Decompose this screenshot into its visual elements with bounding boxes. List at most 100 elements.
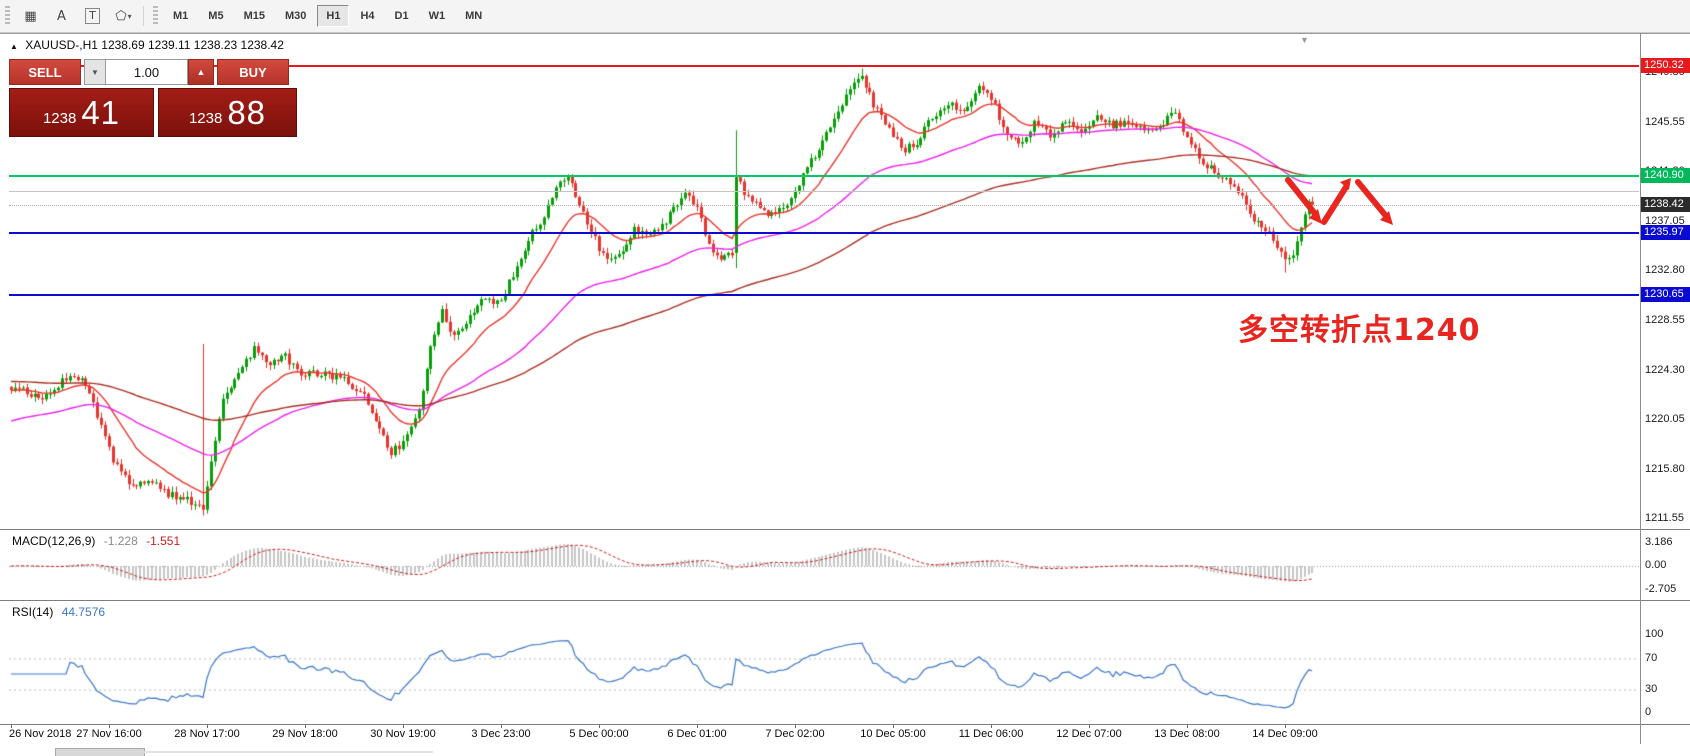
time-axis-label: 3 Dec 23:00 bbox=[471, 728, 531, 740]
macd-axis-label: -2.705 bbox=[1645, 583, 1677, 595]
price-axis-border bbox=[1640, 33, 1641, 744]
time-axis-tick bbox=[893, 724, 894, 728]
timeframe-button-h1[interactable]: H1 bbox=[317, 5, 350, 27]
price-flag-1240.90: 1240.90 bbox=[1641, 168, 1690, 183]
symbol-collapse-icon[interactable]: ▲ bbox=[10, 42, 18, 51]
price-axis-label: 1220.05 bbox=[1645, 413, 1685, 426]
time-axis-label: 27 Nov 16:00 bbox=[76, 728, 142, 740]
trade-prices-row: 1238 41 1238 88 bbox=[9, 88, 297, 137]
sell-price-box[interactable]: 1238 41 bbox=[9, 88, 154, 137]
price-hline-1239.6 bbox=[9, 191, 1639, 192]
price-flag-1230.65: 1230.65 bbox=[1641, 287, 1690, 302]
time-axis-label: 29 Nov 18:00 bbox=[272, 728, 338, 740]
time-axis-tick bbox=[207, 724, 208, 728]
macd-label: MACD(12,26,9) bbox=[12, 534, 96, 548]
label-tool-button[interactable]: T bbox=[79, 5, 106, 27]
toolbar-grip[interactable] bbox=[5, 6, 10, 26]
timeframe-button-h4[interactable]: H4 bbox=[351, 5, 383, 27]
horizontal-scrollbar-thumb[interactable] bbox=[55, 748, 145, 756]
volume-input[interactable]: 1.00 bbox=[106, 59, 188, 85]
price-flag-1250.32: 1250.32 bbox=[1641, 58, 1690, 73]
macd-panel-separator[interactable] bbox=[0, 529, 1690, 530]
price-hline-1238.42[interactable] bbox=[9, 205, 1639, 206]
timeframe-button-w1[interactable]: W1 bbox=[420, 5, 455, 27]
time-axis-label: 11 Dec 06:00 bbox=[958, 728, 1024, 740]
timeframe-button-m5[interactable]: M5 bbox=[199, 5, 232, 27]
macd-signal-value: -1.551 bbox=[146, 534, 181, 548]
time-axis-tick bbox=[109, 724, 110, 728]
price-flag-1235.97: 1235.97 bbox=[1641, 225, 1690, 240]
toolbar-grip[interactable] bbox=[153, 6, 158, 26]
macd-header: MACD(12,26,9) -1.228 -1.551 bbox=[12, 534, 180, 548]
price-axis-label: 1228.55 bbox=[1645, 314, 1685, 326]
time-axis-tick bbox=[1187, 724, 1188, 728]
ohlc-text: XAUUSD-,H1 1238.69 1239.11 1238.23 1238.… bbox=[25, 38, 284, 52]
shapes-tool-button[interactable]: ⬠ ▾ bbox=[110, 5, 137, 27]
rsi-value: 44.7576 bbox=[61, 605, 106, 619]
sell-button[interactable]: SELL bbox=[9, 59, 81, 85]
timeframe-button-m1[interactable]: M1 bbox=[164, 5, 197, 27]
time-axis-label: 14 Dec 09:00 bbox=[1252, 728, 1318, 740]
time-axis-tick bbox=[991, 724, 992, 728]
sell-price-pips: 41 bbox=[81, 93, 121, 131]
label-tool-icon: T bbox=[85, 8, 100, 24]
buy-price-box[interactable]: 1238 88 bbox=[158, 88, 297, 137]
price-axis-label: 1237.05 bbox=[1645, 214, 1685, 227]
chevron-down-icon: ▼ bbox=[91, 67, 99, 77]
time-axis-label: 12 Dec 07:00 bbox=[1056, 728, 1122, 740]
chart-shift-marker-icon[interactable]: ▼ bbox=[1300, 35, 1309, 45]
timeframe-button-mn[interactable]: MN bbox=[456, 5, 491, 27]
chevron-down-icon: ▾ bbox=[127, 11, 132, 21]
time-axis-tick bbox=[501, 724, 502, 728]
chart-top-border bbox=[0, 33, 1690, 34]
macd-main-value: -1.228 bbox=[103, 534, 138, 548]
shapes-icon: ⬠ bbox=[115, 8, 127, 24]
rsi-panel-separator[interactable] bbox=[0, 600, 1690, 601]
time-axis-label: 6 Dec 01:00 bbox=[667, 728, 727, 740]
timeframe-button-m30[interactable]: M30 bbox=[276, 5, 315, 27]
grid-tool-button[interactable]: ▦ bbox=[17, 5, 44, 27]
grid-icon: ▦ bbox=[24, 8, 37, 24]
time-axis-tick bbox=[697, 724, 698, 728]
volume-up-button[interactable]: ▲ bbox=[188, 59, 214, 85]
trade-controls-row: SELL ▼ 1.00 ▲ BUY bbox=[9, 59, 297, 85]
timeframe-button-m15[interactable]: M15 bbox=[235, 5, 274, 27]
volume-down-button[interactable]: ▼ bbox=[84, 59, 106, 85]
time-axis-label: 5 Dec 00:00 bbox=[569, 728, 629, 740]
rsi-axis-label: 30 bbox=[1645, 683, 1658, 695]
chevron-up-icon: ▲ bbox=[196, 67, 206, 77]
trend-arrows-annotation bbox=[1285, 177, 1393, 225]
price-hline-1250.32[interactable] bbox=[9, 65, 1639, 67]
text-tool-icon: A bbox=[57, 8, 66, 24]
rsi-header: RSI(14) 44.7576 bbox=[12, 605, 105, 619]
macd-axis-label: 0.00 bbox=[1645, 559, 1667, 571]
macd-indicator-canvas[interactable] bbox=[9, 530, 1639, 600]
text-tool-button[interactable]: A bbox=[48, 5, 75, 27]
timeframe-button-d1[interactable]: D1 bbox=[386, 5, 418, 27]
price-axis-label: 1245.55 bbox=[1645, 115, 1685, 128]
time-axis-tick bbox=[795, 724, 796, 728]
time-axis-tick bbox=[305, 724, 306, 728]
time-axis-tick bbox=[1089, 724, 1090, 728]
time-axis-label: 10 Dec 05:00 bbox=[860, 728, 926, 740]
time-axis-tick bbox=[599, 724, 600, 728]
price-hline-1235.97[interactable] bbox=[9, 232, 1639, 234]
rsi-label: RSI(14) bbox=[12, 605, 54, 619]
timeframe-toolbar: M1 M5 M15 M30 H1 H4 D1 W1 MN bbox=[163, 5, 492, 27]
buy-button[interactable]: BUY bbox=[217, 59, 289, 85]
time-axis-label: 13 Dec 08:00 bbox=[1154, 728, 1220, 740]
price-hline-1240.9[interactable] bbox=[9, 175, 1639, 177]
rsi-axis-label: 70 bbox=[1645, 652, 1658, 664]
macd-axis-label: 3.186 bbox=[1645, 536, 1673, 548]
rsi-indicator-canvas[interactable] bbox=[9, 601, 1639, 724]
time-axis-tick bbox=[1285, 724, 1286, 728]
price-axis-label: 1211.55 bbox=[1645, 512, 1684, 525]
time-axis-label: 7 Dec 02:00 bbox=[765, 728, 825, 740]
time-axis-tick bbox=[11, 724, 12, 728]
price-axis-label: 1232.80 bbox=[1645, 264, 1685, 277]
time-axis-label: 28 Nov 17:00 bbox=[174, 728, 240, 740]
one-click-trading-panel: SELL ▼ 1.00 ▲ BUY 1238 41 1238 88 bbox=[9, 59, 297, 137]
price-hline-1230.65[interactable] bbox=[9, 294, 1639, 296]
rsi-axis-label: 0 bbox=[1645, 706, 1652, 718]
